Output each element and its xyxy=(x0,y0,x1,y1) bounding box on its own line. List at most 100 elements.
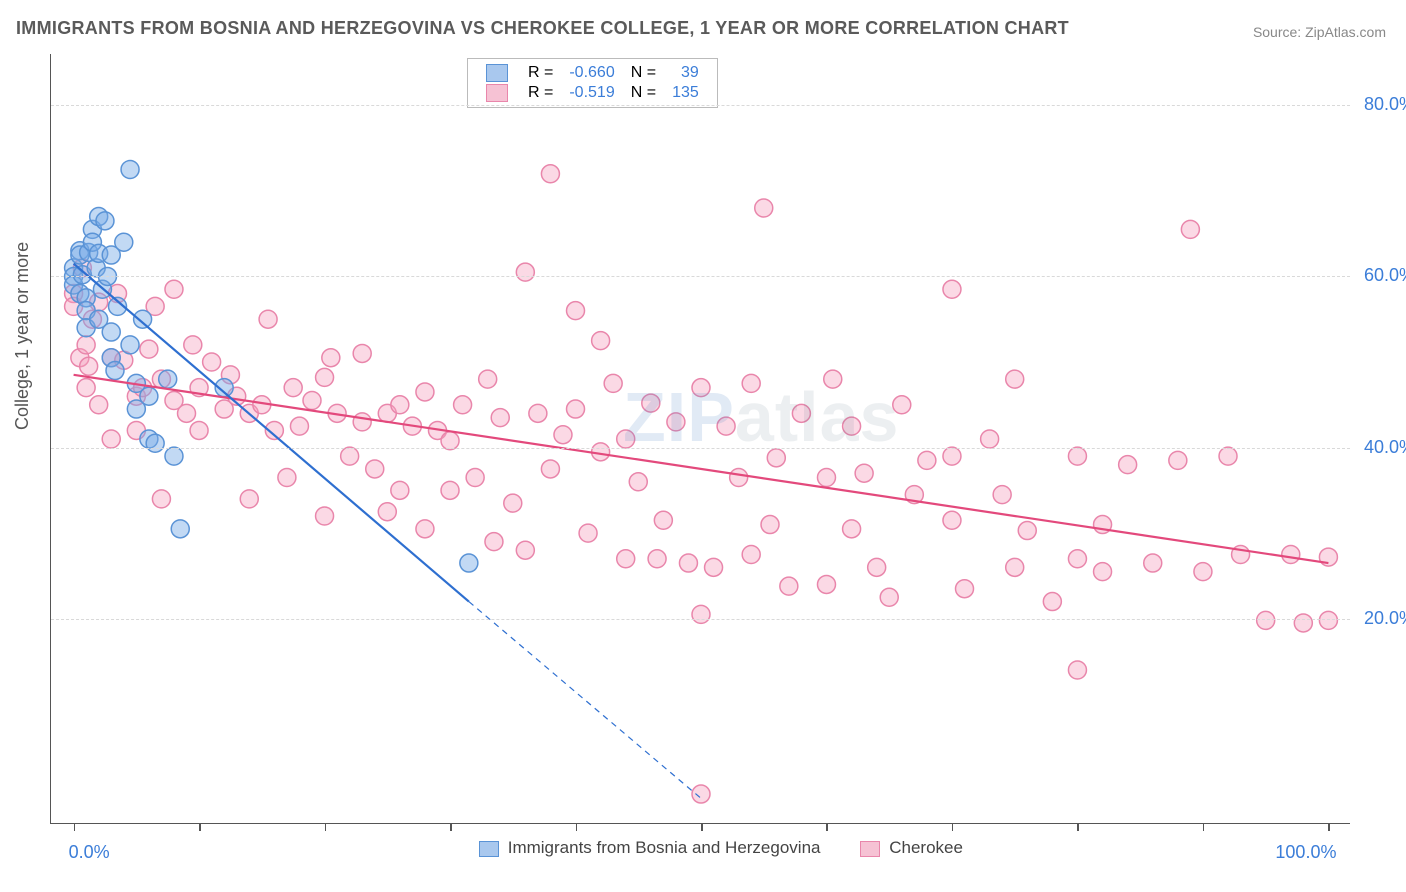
x-tick-label: 0.0% xyxy=(69,842,110,863)
x-tick xyxy=(952,823,954,831)
scatter-point xyxy=(278,469,296,487)
scatter-point xyxy=(1006,558,1024,576)
scatter-point xyxy=(106,362,124,380)
scatter-point xyxy=(516,541,534,559)
trend-line-extrapolated xyxy=(469,602,701,799)
y-tick-label: 40.0% xyxy=(1364,437,1406,458)
scatter-point xyxy=(102,323,120,341)
x-tick xyxy=(1328,823,1330,831)
gridline xyxy=(51,276,1350,277)
scatter-point xyxy=(341,447,359,465)
x-tick xyxy=(701,823,703,831)
legend-r-label: R = xyxy=(520,83,561,103)
scatter-point xyxy=(134,310,152,328)
scatter-point xyxy=(529,404,547,422)
scatter-point xyxy=(1282,546,1300,564)
x-tick xyxy=(325,823,327,831)
y-tick-label: 80.0% xyxy=(1364,94,1406,115)
scatter-point xyxy=(843,417,861,435)
scatter-point xyxy=(1018,522,1036,540)
x-tick xyxy=(199,823,201,831)
scatter-point xyxy=(541,460,559,478)
gridline xyxy=(51,105,1350,106)
legend-swatch xyxy=(479,841,499,857)
scatter-point xyxy=(592,332,610,350)
scatter-point xyxy=(184,336,202,354)
legend-label: Cherokee xyxy=(889,838,963,857)
gridline xyxy=(51,448,1350,449)
chart-title: IMMIGRANTS FROM BOSNIA AND HERZEGOVINA V… xyxy=(16,18,1069,39)
scatter-point xyxy=(1194,563,1212,581)
scatter-point xyxy=(1319,611,1337,629)
trend-line xyxy=(74,375,1329,563)
legend-r-value: -0.519 xyxy=(561,83,622,103)
scatter-point xyxy=(554,426,572,444)
scatter-point xyxy=(102,430,120,448)
scatter-point xyxy=(843,520,861,538)
scatter-point xyxy=(1294,614,1312,632)
legend-swatch xyxy=(486,84,508,102)
scatter-point xyxy=(165,280,183,298)
scatter-point xyxy=(792,404,810,422)
scatter-point xyxy=(579,524,597,542)
x-tick xyxy=(74,823,76,831)
scatter-point xyxy=(96,212,114,230)
scatter-point xyxy=(755,199,773,217)
scatter-point xyxy=(190,421,208,439)
scatter-point xyxy=(567,400,585,418)
scatter-point xyxy=(516,263,534,281)
scatter-point xyxy=(121,336,139,354)
scatter-point xyxy=(240,490,258,508)
legend-swatch xyxy=(486,64,508,82)
x-tick xyxy=(1203,823,1205,831)
scatter-point xyxy=(178,404,196,422)
scatter-point xyxy=(648,550,666,568)
scatter-point xyxy=(705,558,723,576)
scatter-point xyxy=(290,417,308,435)
scatter-point xyxy=(642,394,660,412)
scatter-point xyxy=(918,451,936,469)
scatter-point xyxy=(692,785,710,803)
correlation-legend: R =-0.660N =39R =-0.519N =135 xyxy=(467,58,718,108)
x-tick xyxy=(576,823,578,831)
legend-row: R =-0.660N =39 xyxy=(478,63,707,83)
scatter-point xyxy=(460,554,478,572)
legend-item: Cherokee xyxy=(860,838,962,858)
scatter-point xyxy=(1169,451,1187,469)
x-tick xyxy=(826,823,828,831)
legend-n-label: N = xyxy=(623,83,664,103)
scatter-point xyxy=(152,490,170,508)
scatter-point xyxy=(943,447,961,465)
scatter-point xyxy=(667,413,685,431)
scatter-point xyxy=(322,349,340,367)
legend-r-value: -0.660 xyxy=(561,63,622,83)
scatter-point xyxy=(1068,447,1086,465)
y-tick-label: 20.0% xyxy=(1364,608,1406,629)
scatter-point xyxy=(391,481,409,499)
scatter-point xyxy=(1043,593,1061,611)
scatter-point xyxy=(692,605,710,623)
scatter-point xyxy=(259,310,277,328)
scatter-point xyxy=(80,357,98,375)
scatter-point xyxy=(416,383,434,401)
scatter-point xyxy=(391,396,409,414)
scatter-point xyxy=(730,469,748,487)
scatter-point xyxy=(1144,554,1162,572)
scatter-point xyxy=(1068,661,1086,679)
scatter-point xyxy=(203,353,221,371)
x-tick xyxy=(450,823,452,831)
source-link[interactable]: ZipAtlas.com xyxy=(1305,24,1386,40)
scatter-point xyxy=(654,511,672,529)
legend-item: Immigrants from Bosnia and Herzegovina xyxy=(479,838,820,858)
scatter-point xyxy=(604,374,622,392)
scatter-point xyxy=(868,558,886,576)
y-axis-label: College, 1 year or more xyxy=(12,242,33,430)
scatter-point xyxy=(479,370,497,388)
x-tick xyxy=(1077,823,1079,831)
scatter-point xyxy=(943,280,961,298)
scatter-point xyxy=(316,507,334,525)
scatter-point xyxy=(761,516,779,534)
source-label: Source: xyxy=(1253,24,1305,40)
scatter-point xyxy=(378,503,396,521)
scatter-point xyxy=(284,379,302,397)
